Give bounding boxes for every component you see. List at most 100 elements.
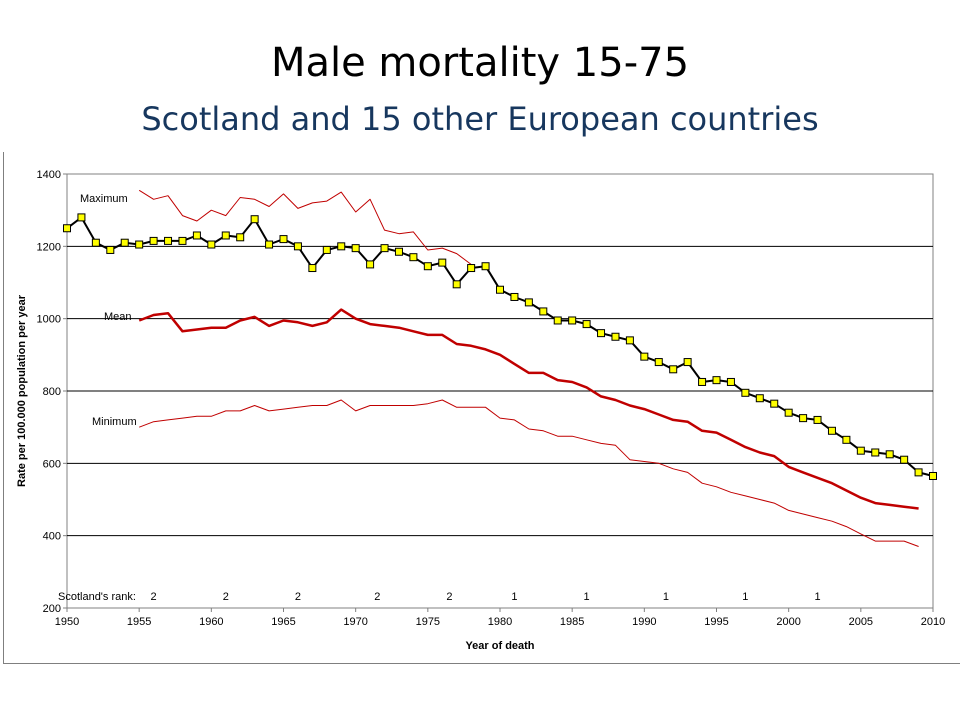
scotland-marker-1986 — [582, 320, 591, 329]
scotland-marker-2006 — [871, 448, 880, 457]
x-axis-ticks: 1950 1955 1960 1965 1970 1975 1980 1985 1990 1995… — [55, 608, 945, 628]
x-tick-label-1985: 1985 — [560, 616, 584, 628]
scotland-marker-1966 — [293, 242, 302, 251]
scotland-marker-1964 — [265, 240, 274, 249]
scotland-marker-1954 — [120, 238, 129, 247]
scotland-marker-1983 — [539, 307, 548, 316]
y-axis-title: Rate per 100.000 population per year — [16, 294, 28, 487]
scotland-marker-1998 — [755, 394, 764, 403]
rank-value-1991.5: 1 — [663, 591, 669, 603]
scotland-marker-1987 — [597, 329, 606, 338]
x-axis-title: Year of death — [465, 640, 534, 652]
y-tick-label-800: 800 — [43, 386, 61, 398]
series-group — [66, 189, 934, 547]
scotland-marker-1971 — [366, 260, 375, 269]
scotland-marker-2004 — [842, 435, 851, 444]
rank-value-1976.5: 2 — [446, 591, 452, 603]
scotland-marker-2005 — [856, 446, 865, 455]
scotland-marker-1979 — [481, 262, 490, 271]
scotland-marker-1975 — [423, 262, 432, 271]
scotland-marker-1962 — [236, 233, 245, 242]
scotland-marker-1995 — [712, 376, 721, 385]
x-tick-label-1995: 1995 — [704, 616, 728, 628]
y-tick-label-1200: 1200 — [37, 241, 61, 253]
scotland-marker-1963 — [250, 215, 259, 224]
scotland-marker-1973 — [394, 247, 403, 256]
mean-label: Mean — [104, 311, 132, 323]
scotland-marker-1991 — [654, 358, 663, 367]
scotland-marker-1968 — [322, 245, 331, 254]
x-tick-label-2000: 2000 — [776, 616, 800, 628]
scotland-marker-2003 — [827, 426, 836, 435]
scotland-marker-1992 — [669, 365, 678, 374]
scotland-marker-1961 — [221, 231, 230, 240]
annotations: Maximum Mean Minimum Scotland's rank: — [58, 193, 137, 603]
scotland-marker-1985 — [568, 316, 577, 325]
scotland-marker-1956 — [149, 236, 158, 245]
scotland-line — [66, 216, 934, 477]
scotland-markers — [63, 213, 937, 480]
scotland-marker-1953 — [106, 245, 115, 254]
maximum-line — [138, 189, 472, 265]
scotland-marker-1988 — [611, 332, 620, 341]
scotland-marker-1950 — [63, 224, 71, 233]
scotland-marker-1974 — [409, 253, 418, 262]
scotland-marker-1969 — [337, 242, 346, 251]
scotland-marker-2007 — [885, 450, 894, 459]
y-tick-label-1400: 1400 — [37, 169, 61, 181]
scotland-marker-1955 — [135, 240, 144, 249]
x-tick-label-1970: 1970 — [343, 616, 367, 628]
scotland-marker-2010 — [929, 471, 937, 480]
maximum-label: Maximum — [80, 193, 128, 205]
scotland-marker-1981 — [510, 292, 519, 301]
x-tick-label-1960: 1960 — [199, 616, 223, 628]
x-tick-label-2010: 2010 — [921, 616, 945, 628]
scotland-marker-2009 — [914, 468, 923, 477]
y-axis-ticks: 200 400 600 800 1000 1200 1400 — [37, 169, 67, 615]
scotland-marker-1965 — [279, 235, 288, 244]
scotland-marker-1993 — [683, 358, 692, 367]
chart-subtitle: Scotland and 15 other European countries — [141, 100, 819, 138]
x-tick-label-1965: 1965 — [271, 616, 295, 628]
scotland-marker-1976 — [438, 258, 447, 267]
scotland-marker-2002 — [813, 415, 822, 424]
scotland-marker-1957 — [164, 236, 173, 245]
scotland-marker-1972 — [380, 244, 389, 253]
scotland-marker-1960 — [207, 240, 216, 249]
mean-line — [138, 308, 919, 510]
scotland-marker-1999 — [770, 399, 779, 408]
scotland-marker-1978 — [467, 264, 476, 273]
y-tick-label-600: 600 — [43, 458, 61, 470]
scotland-marker-1952 — [91, 238, 100, 247]
rank-value-1971.5: 2 — [374, 591, 380, 603]
x-tick-label-2005: 2005 — [849, 616, 873, 628]
scotland-marker-1982 — [524, 298, 533, 307]
scotland-marker-2000 — [784, 408, 793, 417]
rank-value-1956: 2 — [151, 591, 157, 603]
scotland-marker-1996 — [726, 377, 735, 386]
scotland-marker-1967 — [308, 264, 317, 273]
scotland-marker-1984 — [553, 316, 562, 325]
rank-value-2002: 1 — [814, 591, 820, 603]
x-tick-label-1975: 1975 — [416, 616, 440, 628]
chart-frame — [3, 152, 960, 664]
rank-value-1986: 1 — [584, 591, 590, 603]
scotland-marker-1997 — [741, 388, 750, 397]
minimum-label: Minimum — [92, 416, 137, 428]
x-tick-label-1950: 1950 — [55, 616, 79, 628]
minimum-line — [139, 399, 919, 547]
rank-value-1966: 2 — [295, 591, 301, 603]
scotland-marker-2008 — [900, 455, 909, 464]
scotland-marker-1994 — [698, 377, 707, 386]
y-tick-label-200: 200 — [43, 603, 61, 615]
x-tick-label-1990: 1990 — [632, 616, 656, 628]
scotland-marker-1959 — [192, 231, 201, 240]
scotland-rank-values: 2 2 2 2 2 1 1 1 1 1 — [151, 591, 821, 603]
y-tick-label-400: 400 — [43, 531, 61, 543]
x-tick-label-1980: 1980 — [488, 616, 512, 628]
scotland-marker-1980 — [496, 285, 504, 294]
scotland-marker-2001 — [799, 414, 808, 423]
scotland-marker-1958 — [178, 236, 187, 245]
scotland-marker-1989 — [625, 336, 634, 345]
